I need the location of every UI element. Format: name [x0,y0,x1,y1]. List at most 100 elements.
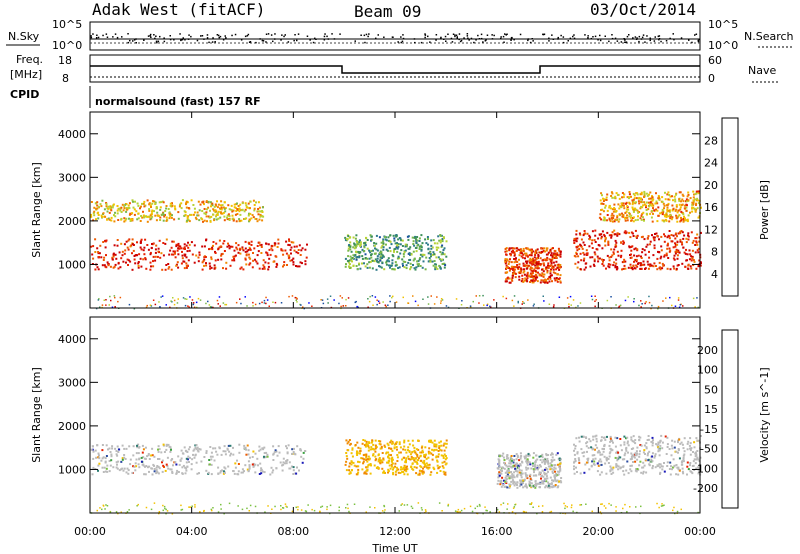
nsky-sample [163,37,165,39]
nsky-sample [249,41,252,43]
power-cell [214,252,217,254]
velocity-cell [554,476,556,479]
power-cell [695,203,697,206]
power-cell [511,299,514,302]
power-cell [208,248,210,251]
nsky-sample [135,42,137,44]
power-cell [691,241,694,244]
nsky-sample [658,38,661,40]
velocity-cell [348,469,351,472]
power-cell [535,261,538,264]
power-cell [215,210,218,213]
power-cell [212,306,214,309]
power-cell [303,307,305,310]
power-cell [193,261,196,264]
power-cell [378,265,380,268]
velocity-cell [549,462,552,465]
velocity-cell [237,470,240,473]
power-cell [681,193,684,196]
power-cell [364,242,367,245]
power-cell [440,300,442,302]
power-cell [397,255,400,258]
velocity-cell [532,474,535,477]
velocity-cell [144,446,147,449]
velocity-cell [564,512,567,515]
velocity-cell [105,455,108,457]
power-cell [189,213,191,216]
velocity-cell [260,467,263,470]
velocity-cell [430,471,433,474]
power-cell [655,208,657,211]
velocity-cell [520,476,523,479]
velocity-cell [396,454,399,456]
power-cell [441,244,444,247]
power-cell [427,247,430,250]
velocity-cell [660,465,663,468]
velocity-cell [547,484,550,487]
power-cell [409,268,412,271]
power-cell [662,264,665,267]
velocity-cell [407,455,410,458]
velocity-cell [92,450,95,453]
velocity-cell [405,459,407,462]
velocity-cell [101,457,104,460]
nsky-sample [274,38,276,40]
power-cell [282,265,284,268]
power-cell [668,230,671,232]
velocity-cell [677,451,679,454]
power-cell [667,215,670,218]
power-cell [529,281,532,283]
power-cell [692,201,695,204]
power-cell [606,209,609,212]
power-cell [427,243,429,246]
power-cell [139,257,142,260]
velocity-cell [412,457,415,460]
velocity-cell [276,454,279,457]
velocity-cell [169,446,172,449]
power-cell [150,246,153,249]
nave-tick-high: 60 [708,54,722,67]
velocity-cell [514,464,517,467]
velocity-cell [652,439,654,442]
power-cell [690,255,693,258]
velocity-cell [533,465,536,467]
power-cell [433,253,436,256]
velocity-cell [238,443,241,446]
power-cell [358,252,361,254]
velocity-cell [383,504,385,507]
power-cell [551,254,554,257]
velocity-cell [505,480,508,483]
velocity-cell [307,504,309,506]
power-cell [213,209,216,212]
velocity-cell [409,458,412,461]
power-cell [673,254,676,257]
power-cell [97,217,100,220]
power-cell [513,295,516,297]
power-cell [227,242,229,245]
velocity-cell [672,458,675,461]
velocity-cell [429,451,432,454]
velocity-cell [506,486,509,489]
velocity-cell [687,440,690,443]
power-cell [292,261,295,264]
power-cell [99,203,102,206]
power-cell [624,217,627,220]
power-cell [151,209,154,212]
power-cell [527,264,530,267]
nsky-sample [296,39,298,42]
velocity-cell [248,464,251,467]
power-cell [555,278,558,281]
power-cell [622,242,625,245]
power-cell [253,209,256,212]
power-cell [419,265,422,267]
power-cell [123,220,126,223]
velocity-cell [559,458,562,461]
velocity-cell [694,451,697,454]
power-cell [619,304,622,307]
velocity-cell [657,464,660,467]
nsky-sample [611,34,613,36]
power-cell [532,281,535,284]
velocity-cell [506,473,509,476]
velocity-cell [394,462,397,465]
